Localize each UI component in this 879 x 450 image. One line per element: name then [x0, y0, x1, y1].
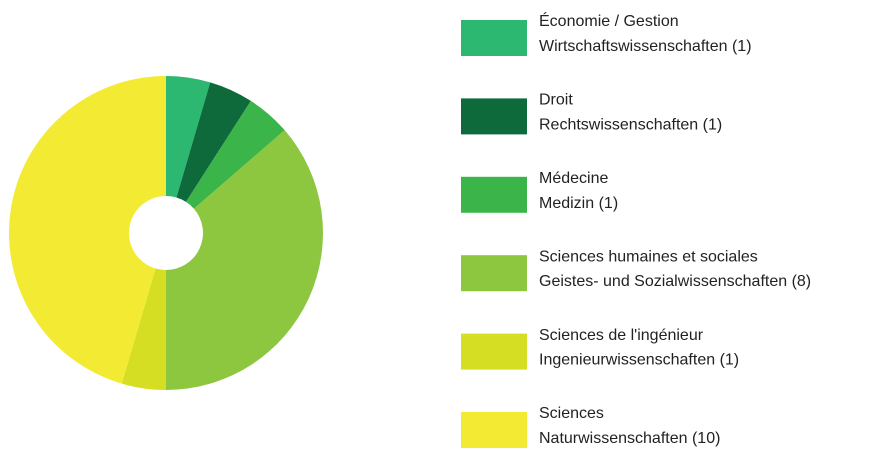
legend-label: Rechtswissenschaften (1) — [539, 117, 722, 134]
legend-sublabel: Ingenieurwissenschaften — [539, 352, 715, 369]
legend-label: Économie / Gestion — [539, 11, 679, 30]
donut-slice — [121, 268, 166, 390]
legend-swatch — [461, 333, 527, 370]
legend-label: Droit — [539, 92, 573, 109]
legend-label: Naturwissenschaften (10) — [539, 430, 720, 447]
donut-slice — [186, 100, 285, 209]
legend-label: Sciences humaines et sociales — [539, 248, 758, 265]
legend-sublabel: Naturwissenschaften — [539, 430, 688, 447]
legend-sublabel: Medizin — [539, 195, 594, 212]
legend-value: (1) — [720, 352, 740, 369]
legend-value: (1) — [703, 117, 723, 134]
legend-swatch — [461, 20, 527, 56]
donut-slice — [176, 82, 251, 202]
legend-sublabel: Wirtschaftswissenschaften — [539, 38, 728, 55]
donut-slice — [9, 76, 166, 384]
legend-value: (10) — [692, 430, 720, 447]
legend-sublabel: Rechtswissenschaften — [539, 117, 698, 134]
legend-label: Geistes- und Sozialwissenschaften (8) — [539, 273, 811, 290]
legend-label: Sciences — [539, 405, 604, 422]
legend-swatch — [461, 412, 527, 448]
legend-swatch — [461, 98, 527, 135]
legend-label: Medizin (1) — [539, 195, 618, 212]
legend-value: (1) — [599, 195, 619, 212]
donut-slice — [166, 130, 323, 390]
legend-swatch — [461, 255, 527, 292]
legend-value: (8) — [792, 273, 812, 290]
donut-slice — [166, 76, 211, 198]
legend-label: Ingenieurwissenschaften (1) — [539, 352, 739, 369]
legend-value: (1) — [732, 38, 752, 55]
legend-label: Wirtschaftswissenschaften (1) — [539, 38, 752, 55]
legend-sublabel: Geistes- und Sozialwissenschaften — [539, 273, 787, 290]
legend-label: Sciences de l'ingénieur — [539, 327, 704, 344]
legend-label: Médecine — [539, 170, 608, 187]
legend-swatch — [461, 176, 527, 213]
